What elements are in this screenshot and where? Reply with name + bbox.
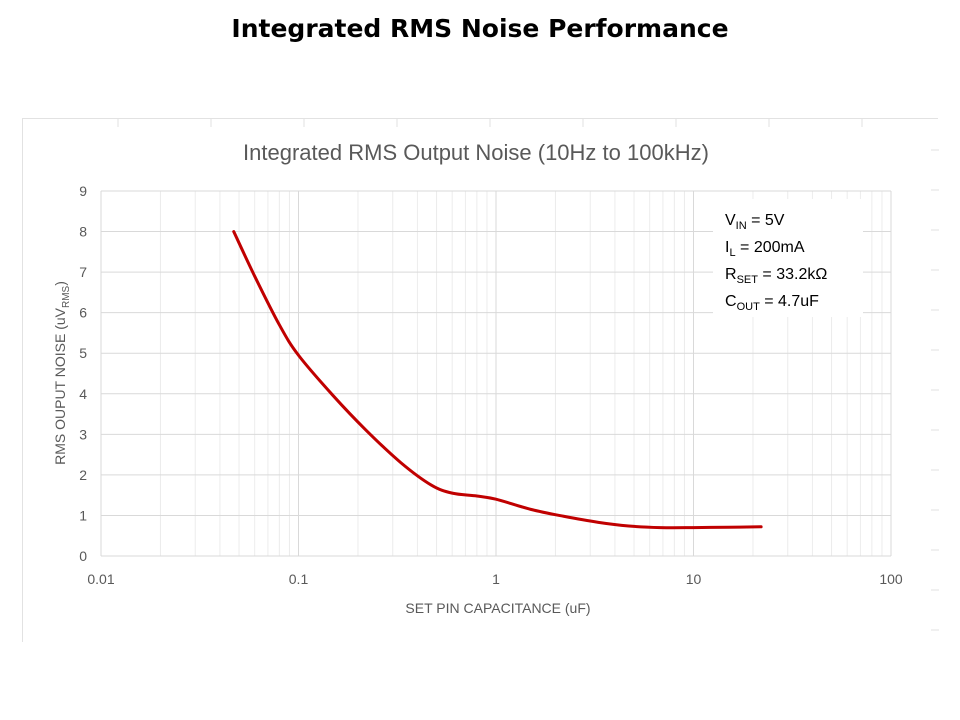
annotation-line: RSET = 33.2kΩ xyxy=(725,266,827,286)
annotation-line: VIN = 5V xyxy=(725,212,785,232)
annotation-box xyxy=(713,199,863,317)
minor-gridlines xyxy=(159,191,883,556)
noise-series-line xyxy=(232,230,763,530)
x-tick-labels: 0.01 0.1 1 10 100 xyxy=(87,571,903,587)
x-axis-label: SET PIN CAPACITANCE (uF) xyxy=(405,600,590,616)
x-tick-label: 10 xyxy=(686,571,702,587)
slide-title: Integrated RMS Noise Performance xyxy=(231,14,729,43)
y-tick-labels: 0 1 2 3 4 5 6 7 8 9 xyxy=(79,183,87,564)
y-tick-label: 4 xyxy=(79,386,87,402)
y-tick-label: 3 xyxy=(79,426,87,442)
conditions-annotation: VIN = 5V IL = 200mA RSET = 33.2kΩ COUT = 4.… xyxy=(713,199,863,317)
y-tick-label: 7 xyxy=(79,264,87,280)
y-tick-label: 1 xyxy=(79,507,87,523)
annotation-line: COUT = 4.7uF xyxy=(725,293,819,313)
y-tick-label: 6 xyxy=(79,305,87,321)
chart-frame: Integrated RMS Output Noise (10Hz to 100… xyxy=(22,118,939,642)
chart-title: Integrated RMS Output Noise (10Hz to 100… xyxy=(243,140,709,165)
x-tick-label: 100 xyxy=(879,571,903,587)
x-tick-label: 0.01 xyxy=(87,571,114,587)
y-tick-label: 5 xyxy=(79,345,87,361)
y-tick-label: 0 xyxy=(79,548,87,564)
frame-ticks xyxy=(117,119,939,631)
x-tick-label: 1 xyxy=(492,571,500,587)
y-tick-label: 2 xyxy=(79,467,87,483)
y-axis-label: RMS OUPUT NOISE (uVRMS) xyxy=(52,281,72,465)
y-tick-label: 9 xyxy=(79,183,87,199)
series-layer xyxy=(232,230,763,530)
x-tick-label: 0.1 xyxy=(289,571,309,587)
noise-chart: Integrated RMS Output Noise (10Hz to 100… xyxy=(52,119,939,631)
annotation-line: IL = 200mA xyxy=(725,239,805,259)
y-tick-label: 8 xyxy=(79,224,87,240)
major-gridlines xyxy=(100,190,892,557)
